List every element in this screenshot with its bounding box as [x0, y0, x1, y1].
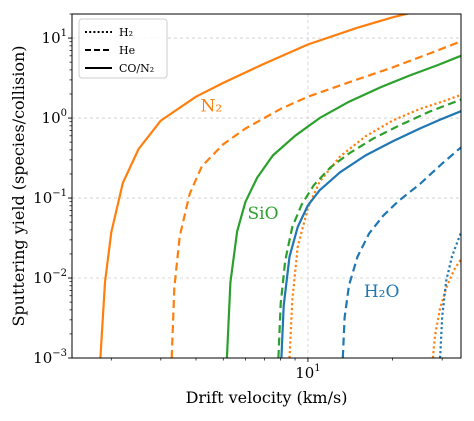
x-tick-base: 10	[295, 364, 314, 382]
y-tick-exponent: 0	[61, 108, 67, 119]
legend-label: He	[119, 44, 135, 57]
x-tick-exponent: 1	[314, 363, 320, 374]
series-line	[439, 232, 461, 358]
y-tick-base: 10	[42, 29, 61, 47]
y-tick-base: 10	[42, 109, 61, 127]
y-tick-label: 10−3	[33, 348, 67, 367]
series-line	[288, 93, 461, 358]
legend-box	[78, 18, 168, 79]
x-axis-label: Drift velocity (km/s)	[186, 388, 348, 407]
x-tick-label: 101	[295, 363, 320, 382]
annotations: N₂ SiO H₂O	[200, 97, 399, 302]
y-tick-exponent: −3	[52, 348, 67, 359]
y-axis-label: Sputtering yield (species/collision)	[9, 45, 28, 326]
series-line	[277, 98, 461, 358]
series-line	[341, 146, 461, 358]
y-tick-label: 100	[42, 108, 67, 127]
y-tick-label: 10−1	[33, 188, 67, 207]
series-line	[431, 258, 461, 358]
series-line	[170, 40, 461, 358]
series-line	[99, 14, 411, 358]
y-tick-exponent: 1	[61, 28, 67, 39]
legend-label: CO/N₂	[119, 62, 154, 75]
y-tick-base: 10	[33, 269, 52, 287]
y-tick-exponent: −1	[52, 188, 67, 199]
legend-label: H₂	[119, 26, 133, 39]
y-tick-base: 10	[33, 349, 52, 367]
y-tick-label: 10−2	[33, 268, 67, 287]
annotation-label: N₂	[200, 97, 222, 117]
plot-frame	[71, 13, 462, 359]
annotation-label: H₂O	[364, 282, 400, 302]
y-tick-base: 10	[33, 189, 52, 207]
series-line	[280, 110, 461, 358]
y-tick-exponent: −2	[52, 268, 67, 279]
series-layer	[99, 14, 461, 358]
y-tick-label: 101	[42, 28, 67, 47]
annotation-label: SiO	[248, 204, 279, 224]
legend: H₂ He CO/N₂	[78, 18, 168, 79]
series-line	[225, 54, 461, 358]
